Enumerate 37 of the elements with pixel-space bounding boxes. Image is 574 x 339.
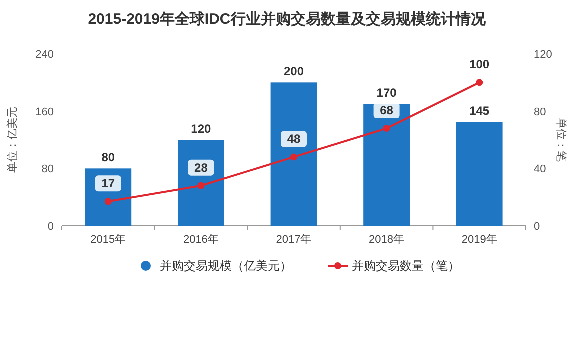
y-axis-title: 单位：亿美元 — [6, 107, 19, 173]
data-label: 68 — [380, 104, 394, 118]
data-label: 17 — [102, 176, 116, 191]
bar — [364, 104, 410, 226]
x-tick-label: 2019年 — [462, 234, 498, 246]
data-label: 200 — [284, 64, 304, 79]
bar — [456, 122, 503, 226]
point — [290, 154, 298, 161]
y2-tick-label: 40 — [534, 164, 546, 176]
data-label: 28 — [194, 160, 208, 175]
x-tick-label: 2015年 — [90, 234, 126, 246]
point — [383, 125, 390, 132]
y2-tick-label: 120 — [534, 49, 552, 61]
y2-tick-label: 80 — [534, 106, 546, 118]
legend-label: 并购交易数量（笔） — [352, 259, 460, 273]
x-tick-label: 2018年 — [369, 234, 405, 246]
point — [476, 79, 484, 86]
point — [198, 182, 205, 190]
y2-tick-label: 0 — [534, 221, 540, 233]
y2-axis-title: 单位：笔 — [555, 118, 568, 162]
x-tick-label: 2017年 — [276, 234, 312, 246]
data-label: 80 — [102, 150, 116, 165]
y-tick-label: 0 — [48, 221, 54, 233]
data-label: 100 — [470, 58, 490, 72]
bar — [270, 82, 318, 226]
y-tick-label: 80 — [42, 164, 54, 176]
data-label: 120 — [191, 122, 212, 136]
chart-title: 2015-2019年全球IDC行业并购交易数量及交易规模统计情况 — [88, 10, 487, 28]
x-tick-label: 2016年 — [183, 234, 219, 246]
data-label: 145 — [470, 104, 490, 118]
data-label: 170 — [376, 86, 398, 100]
y-tick-label: 240 — [36, 49, 54, 61]
bar — [178, 140, 224, 226]
y-tick-label: 160 — [36, 106, 54, 118]
legend-label: 并购交易规模（亿美元） — [160, 259, 292, 273]
point — [104, 198, 112, 206]
data-label: 48 — [287, 132, 301, 146]
